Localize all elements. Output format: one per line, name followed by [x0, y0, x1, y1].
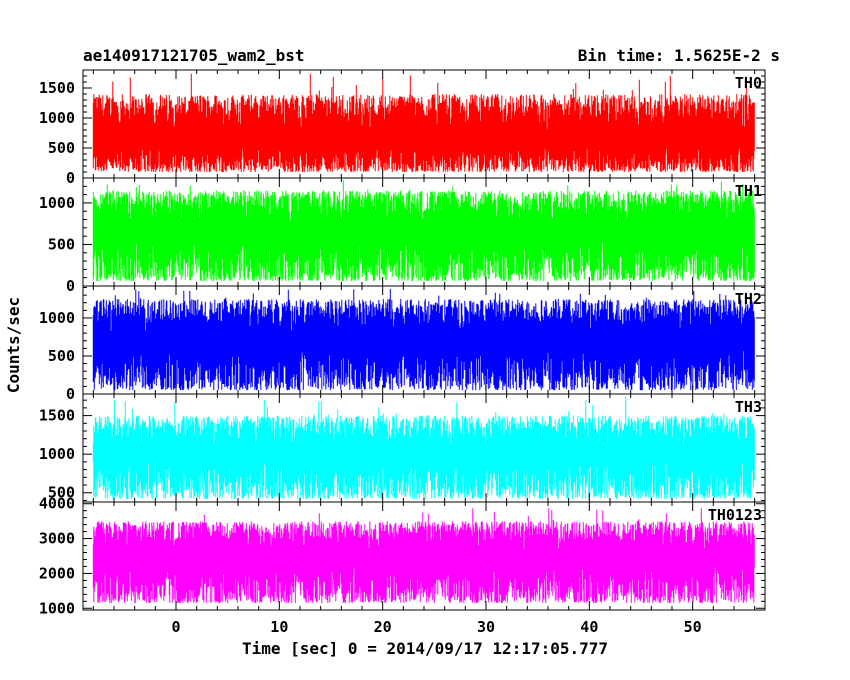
panel-label-th2: TH2 [735, 290, 762, 308]
x-tick-label: 0 [171, 618, 180, 636]
y-tick-label: 2000 [39, 564, 75, 582]
y-tick-label: 1500 [39, 407, 75, 425]
panel-th2: 0 500 1000 TH2 [39, 285, 766, 403]
panel-th0: 0 500 1000 1500 TH0 [39, 69, 766, 187]
y-tick-label: 500 [48, 484, 75, 502]
x-tick-label: 40 [580, 618, 598, 636]
x-tick-label: 30 [477, 618, 495, 636]
y-tick-label: 1000 [39, 109, 75, 127]
x-tick-label: 20 [374, 618, 392, 636]
y-tick-label: 1000 [39, 194, 75, 212]
panel-label-th0: TH0 [735, 74, 762, 92]
y-tick-label: 1000 [39, 445, 75, 463]
y-tick-label: 1000 [39, 309, 75, 327]
light-curve-th0123 [92, 508, 755, 603]
y-tick-label: 0 [66, 385, 75, 403]
bin-time-title: Bin time: 1.5625E-2 s [578, 46, 780, 65]
light-curve-th3 [92, 396, 755, 499]
light-curve-th2 [92, 289, 755, 391]
y-tick-label: 1500 [39, 79, 75, 97]
x-axis: 0 10 20 30 40 50 [171, 618, 701, 636]
panel-th3: 500 1000 1500 TH3 [39, 393, 766, 503]
x-tick-label: 50 [684, 618, 702, 636]
panel-th1: 0 500 1000 TH1 [39, 177, 766, 295]
y-tick-label: 500 [48, 139, 75, 157]
light-curve-th0 [92, 73, 755, 172]
panel-label-th3: TH3 [735, 398, 762, 416]
panel-label-th1: TH1 [735, 182, 762, 200]
y-tick-label: 0 [66, 169, 75, 187]
y-tick-label: 1000 [39, 599, 75, 617]
y-tick-label: 3000 [39, 530, 75, 548]
y-tick-label: 500 [48, 347, 75, 365]
panel-label-th0123: TH0123 [708, 506, 762, 524]
y-tick-label: 500 [48, 235, 75, 253]
x-axis-label: Time [sec] 0 = 2014/09/17 12:17:05.777 [242, 639, 608, 658]
y-tick-label: 0 [66, 277, 75, 295]
y-tick-label: 4000 [39, 495, 75, 513]
panel-th0123: 1000 2000 3000 4000 TH0123 [39, 495, 766, 617]
light-curve-th1 [92, 179, 755, 281]
x-tick-label: 10 [270, 618, 288, 636]
panels-group: 0 500 1000 1500 TH0 0 500 1000 TH1 0 500 1000 TH2 500… [39, 69, 766, 617]
y-axis-label: Counts/sec [4, 297, 23, 393]
observation-id-title: ae140917121705_wam2_bst [83, 46, 305, 65]
